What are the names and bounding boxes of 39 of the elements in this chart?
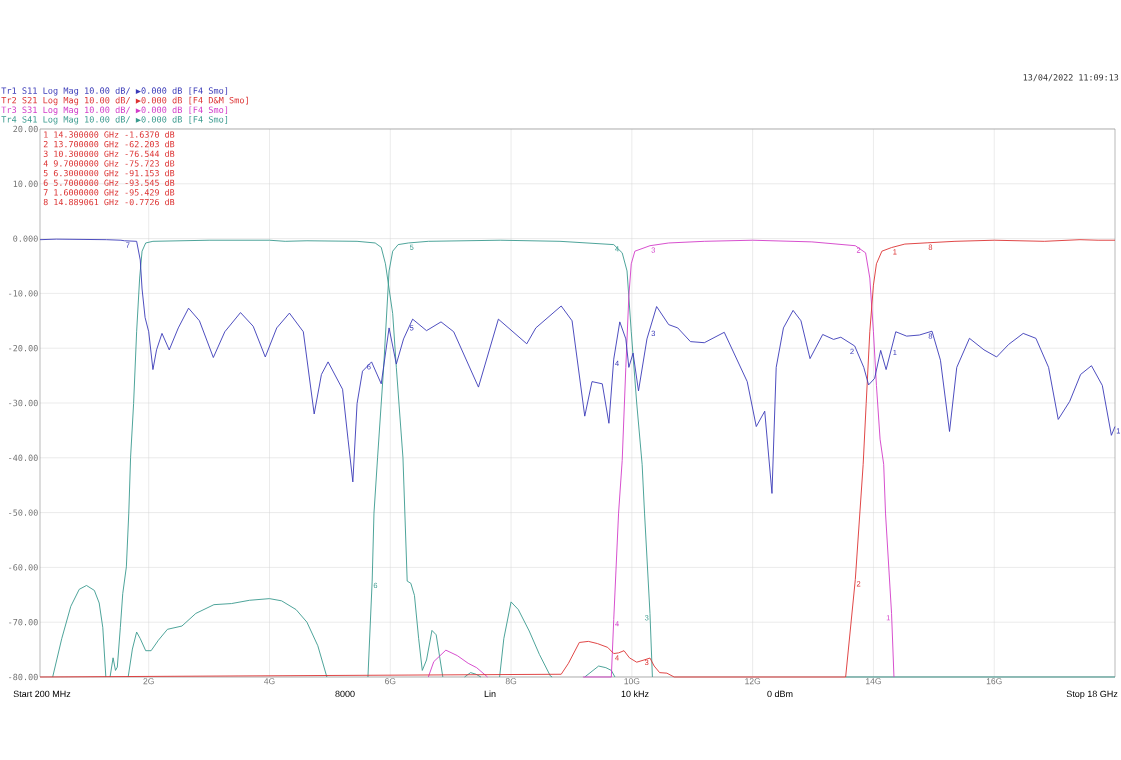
x-tick-label: 6G: [385, 678, 396, 685]
y-tick-label: -50.00: [9, 509, 38, 516]
y-tick-label: 0.000: [13, 235, 38, 242]
text: Stop 18 GHz: [1066, 690, 1118, 699]
text: Tr1 S11 Log Mag 10.00 dB/ ▶0.000 dB [F4 Smo]: [1, 87, 228, 96]
text: 0 dBm: [767, 690, 793, 698]
annotation: 4 9.7000000 GHz -75.723 dB: [43, 160, 175, 167]
x-tick-label: 12G: [745, 678, 761, 685]
y-tick-label: -20.00: [9, 344, 38, 352]
text: Start 200 MHz: [13, 690, 71, 698]
x-tick-label: 10G: [624, 678, 640, 685]
x-tick-label: 2G: [143, 678, 154, 685]
text: Lin: [484, 690, 496, 697]
y-tick-label: -30.00: [9, 399, 38, 407]
x-tick-label: 4G: [264, 678, 275, 685]
y-tick-label: -40.00: [9, 454, 38, 462]
y-tick-label: 10.00: [13, 180, 38, 188]
annotation: 8 14.889061 GHz -0.7726 dB: [43, 198, 175, 206]
text: Tr3 S31 Log Mag 10.00 dB/ ▶0.000 dB [F4 Smo]: [1, 106, 228, 115]
y-tick-label: -60.00: [9, 564, 38, 571]
x-tick-label: 14G: [866, 678, 881, 685]
annotation: 5 6.3000000 GHz -91.153 dB: [43, 169, 175, 177]
x-tick-label: 16G: [986, 678, 1002, 685]
y-tick-label: 20.00: [13, 125, 38, 133]
y-tick-label: -80.00: [9, 673, 38, 681]
annotation: 2 13.700000 GHz -62.203 dB: [43, 140, 175, 148]
y-tick-label: -10.00: [9, 290, 38, 297]
text: 10 kHz: [621, 690, 649, 698]
annotation: 3 10.300000 GHz -76.544 dB: [43, 150, 175, 157]
annotation: 1 14.300000 GHz -1.6370 dB: [44, 131, 175, 138]
x-tick-label: 8G: [505, 678, 517, 685]
annotation: 6 5.7000000 GHz -93.545 dB: [43, 179, 175, 186]
text: 13/04/2022 11:09:13: [1023, 74, 1119, 82]
text: 8000: [335, 690, 355, 698]
y-tick-label: -70.00: [9, 618, 38, 626]
text: Tr4 S41 Log Mag 10.00 dB/ ▶0.000 dB [F4 Smo]: [1, 116, 228, 125]
line-series: [39, 238, 1116, 494]
annotation: 7 1.6000000 GHz -95.429 dB: [43, 189, 175, 196]
text: Tr2 S21 Log Mag 10.00 dB/ ▶0.000 dB [F4 D&M Smo]: [1, 96, 248, 106]
